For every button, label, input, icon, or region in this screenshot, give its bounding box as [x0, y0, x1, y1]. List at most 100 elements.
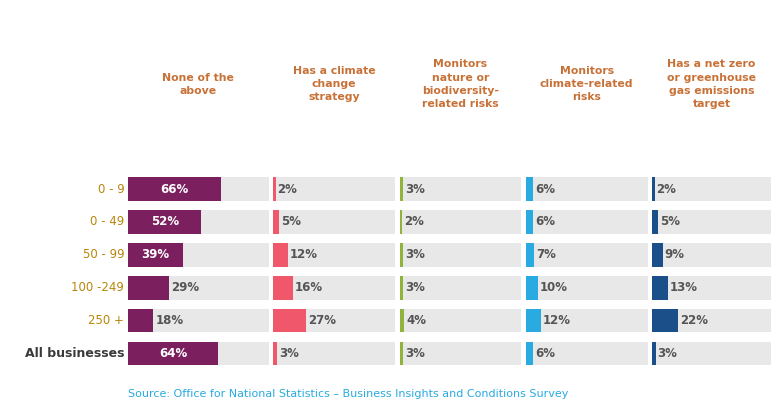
Text: 5%: 5% — [281, 215, 301, 229]
Text: 12%: 12% — [542, 314, 570, 327]
Bar — [274, 342, 395, 365]
Bar — [274, 210, 280, 234]
Text: 100 -249: 100 -249 — [71, 281, 124, 294]
Text: Has a net zero
or greenhouse
gas emissions
target: Has a net zero or greenhouse gas emissio… — [667, 60, 756, 109]
Bar — [128, 342, 269, 365]
Text: 39%: 39% — [141, 248, 169, 261]
Bar — [652, 243, 663, 267]
Text: 9%: 9% — [664, 248, 685, 261]
Bar — [526, 342, 533, 365]
Bar — [274, 243, 395, 267]
Text: All businesses: All businesses — [25, 347, 124, 360]
Bar — [526, 342, 647, 365]
Text: 22%: 22% — [680, 314, 708, 327]
Bar — [526, 177, 533, 201]
Bar — [399, 210, 402, 234]
Text: 12%: 12% — [290, 248, 318, 261]
Text: 3%: 3% — [405, 248, 425, 261]
Text: 2%: 2% — [657, 182, 676, 196]
Bar — [274, 177, 395, 201]
Text: 13%: 13% — [670, 281, 698, 294]
Bar — [274, 177, 276, 201]
Bar — [274, 309, 306, 332]
Text: None of the
above: None of the above — [162, 73, 235, 96]
Bar — [526, 276, 647, 300]
Bar — [652, 342, 656, 365]
Bar — [652, 276, 771, 300]
Bar — [274, 342, 277, 365]
Bar — [652, 177, 654, 201]
Bar — [399, 210, 521, 234]
Bar — [399, 177, 403, 201]
Bar — [652, 210, 771, 234]
Text: 0 - 9: 0 - 9 — [98, 182, 124, 196]
Bar — [652, 309, 771, 332]
Bar — [128, 342, 218, 365]
Text: 3%: 3% — [405, 281, 425, 294]
Bar — [274, 276, 395, 300]
Bar — [128, 276, 269, 300]
Text: 6%: 6% — [535, 215, 555, 229]
Bar — [399, 177, 521, 201]
Bar — [526, 309, 647, 332]
Text: 6%: 6% — [535, 347, 555, 360]
Bar — [652, 177, 771, 201]
Bar — [128, 177, 221, 201]
Text: 2%: 2% — [277, 182, 298, 196]
Text: 4%: 4% — [406, 314, 427, 327]
Text: Monitors
nature or
biodiversity-
related risks: Monitors nature or biodiversity- related… — [422, 60, 499, 109]
Text: 50 - 99: 50 - 99 — [82, 248, 124, 261]
Text: 16%: 16% — [294, 281, 322, 294]
Bar — [274, 309, 395, 332]
Bar — [128, 243, 183, 267]
Text: 250 +: 250 + — [89, 314, 124, 327]
Bar — [399, 243, 521, 267]
Text: 64%: 64% — [159, 347, 187, 360]
Bar — [526, 210, 647, 234]
Bar — [399, 276, 521, 300]
Text: 66%: 66% — [160, 182, 189, 196]
Text: 2%: 2% — [404, 215, 423, 229]
Bar — [652, 276, 667, 300]
Text: 52%: 52% — [151, 215, 179, 229]
Bar — [526, 276, 538, 300]
Text: 3%: 3% — [279, 347, 298, 360]
Bar — [399, 342, 521, 365]
Bar — [399, 309, 405, 332]
Bar — [526, 309, 541, 332]
Text: 6%: 6% — [535, 182, 555, 196]
Bar — [526, 243, 535, 267]
Bar — [652, 210, 658, 234]
Text: 10%: 10% — [540, 281, 568, 294]
Bar — [274, 276, 293, 300]
Bar — [399, 309, 521, 332]
Bar — [128, 177, 269, 201]
Bar — [128, 210, 269, 234]
Bar — [128, 309, 154, 332]
Bar — [128, 243, 269, 267]
Text: 3%: 3% — [405, 347, 425, 360]
Bar — [399, 342, 403, 365]
Bar — [652, 309, 678, 332]
Bar — [128, 276, 169, 300]
Text: Monitors
climate-related
risks: Monitors climate-related risks — [540, 66, 633, 102]
Bar — [652, 243, 771, 267]
Text: 3%: 3% — [405, 182, 425, 196]
Text: 27%: 27% — [308, 314, 336, 327]
Text: 0 - 49: 0 - 49 — [90, 215, 124, 229]
Text: 18%: 18% — [155, 314, 183, 327]
Text: Source: Office for National Statistics – Business Insights and Conditions Survey: Source: Office for National Statistics –… — [128, 389, 569, 399]
Bar — [274, 243, 287, 267]
Text: 7%: 7% — [536, 248, 556, 261]
Bar — [399, 243, 403, 267]
Text: Has a climate
change
strategy: Has a climate change strategy — [293, 66, 375, 102]
Text: 5%: 5% — [660, 215, 680, 229]
Bar — [399, 276, 403, 300]
Bar — [652, 342, 771, 365]
Text: 3%: 3% — [657, 347, 678, 360]
Bar — [128, 210, 201, 234]
Bar — [128, 309, 269, 332]
Bar — [274, 210, 395, 234]
Bar — [526, 210, 533, 234]
Bar — [526, 177, 647, 201]
